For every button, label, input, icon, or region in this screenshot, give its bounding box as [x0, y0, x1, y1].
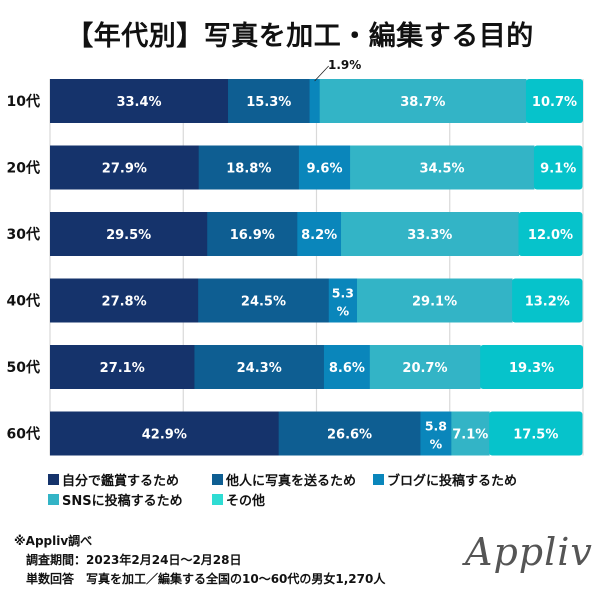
- bar-segment: [533, 145, 583, 190]
- bar-segment: [525, 79, 583, 123]
- data-label: 10.7%: [532, 95, 577, 110]
- data-label: 27.1%: [100, 361, 145, 376]
- bar-segment: [228, 79, 311, 123]
- legend-item: 自分で鑑賞するため: [48, 470, 179, 489]
- source-note: ※Appliv調べ: [14, 534, 93, 548]
- data-label: 5.8: [425, 419, 447, 434]
- stacked-bar-chart: 10代 33.4% 15.3% 38.7% 10.7% 20代 27.9% 18.8% 9.6%…: [7, 65, 584, 456]
- bar-segment: [309, 79, 321, 123]
- data-label: %: [337, 304, 350, 319]
- category-label: 30代: [7, 226, 40, 243]
- bar-segment: [323, 345, 371, 389]
- data-label: 20.7%: [402, 361, 447, 376]
- legend-swatch: [48, 474, 59, 485]
- appliv-logo: Appliv: [465, 530, 593, 574]
- data-label: 9.1%: [540, 162, 576, 177]
- bar-segment: [518, 212, 583, 256]
- data-label: %: [430, 437, 443, 452]
- bar-segment: [328, 278, 358, 323]
- bar-segment: [369, 345, 481, 389]
- bar-segment: [420, 411, 452, 456]
- data-label: 29.1%: [412, 295, 457, 310]
- legend-item: ブログに投稿するため: [373, 470, 517, 489]
- bar-segment: [350, 145, 535, 190]
- callout-label: 1.9%: [328, 58, 362, 72]
- data-label: 15.3%: [246, 95, 291, 110]
- legend-item: SNSに投稿するため: [48, 490, 183, 509]
- bar-segment: [278, 411, 421, 456]
- bar-segment: [357, 278, 513, 323]
- data-label: 24.3%: [237, 361, 282, 376]
- data-label: 17.5%: [513, 428, 558, 443]
- bar-segment: [50, 212, 208, 256]
- data-label: 8.2%: [301, 228, 337, 243]
- data-label: 7.1%: [452, 428, 488, 443]
- bar-segment: [50, 79, 229, 123]
- legend-label: 他人に写真を送るため: [226, 474, 357, 489]
- legend-swatch: [373, 474, 384, 485]
- bar-segment: [50, 278, 199, 323]
- sample-note: 単数回答 写真を加工／編集する全国の10～60代の男女1,270人: [26, 572, 386, 586]
- legend-label: ブログに投稿するため: [387, 474, 518, 489]
- legend-swatch: [48, 494, 59, 505]
- category-label: 50代: [7, 359, 40, 376]
- bar-segment: [489, 411, 583, 456]
- bar-segment: [480, 345, 583, 389]
- data-label: 8.6%: [329, 361, 365, 376]
- data-label: 9.6%: [306, 162, 342, 177]
- bar-segment: [50, 145, 200, 190]
- bar-segment: [198, 145, 300, 190]
- legend-swatch: [212, 494, 223, 505]
- legend-swatch: [212, 474, 223, 485]
- category-label: 10代: [7, 93, 40, 110]
- bar-segment: [298, 145, 351, 190]
- bar-segment: [198, 278, 330, 323]
- legend-label: 自分で鑑賞するため: [62, 474, 180, 489]
- bar-segment: [451, 411, 490, 456]
- data-label: 16.9%: [230, 228, 275, 243]
- legend-item: その他: [212, 490, 265, 509]
- survey-notes: ※Appliv調べ 調査期間：2023年2月24日～2月28日 単数回答 写真を…: [14, 532, 385, 589]
- legend-label: その他: [226, 494, 266, 509]
- data-label: 5.3: [332, 286, 354, 301]
- legend-label: SNSに投稿するため: [62, 494, 183, 509]
- legend-item: 他人に写真を送るため: [212, 470, 356, 489]
- data-label: 33.4%: [116, 95, 161, 110]
- bar-segment: [319, 79, 527, 123]
- data-label: 42.9%: [142, 428, 187, 443]
- bar-segment: [207, 212, 298, 256]
- bar-segment: [297, 212, 342, 256]
- bar-segment: [341, 212, 520, 256]
- data-label: 27.9%: [102, 162, 147, 177]
- data-label: 19.3%: [509, 361, 554, 376]
- data-label: 34.5%: [419, 162, 464, 177]
- data-label: 18.8%: [226, 162, 271, 177]
- data-label: 26.6%: [327, 428, 372, 443]
- data-label: 33.3%: [407, 228, 452, 243]
- category-label: 20代: [7, 160, 40, 177]
- category-label: 40代: [7, 293, 40, 310]
- bar-segment: [512, 278, 583, 323]
- data-label: 12.0%: [528, 228, 573, 243]
- data-label: 27.8%: [102, 295, 147, 310]
- data-label: 13.2%: [525, 295, 570, 310]
- callout-line: [314, 65, 329, 82]
- bar-segment: [50, 345, 195, 389]
- chart-title: 【年代別】写真を加工・編集する目的: [66, 21, 534, 52]
- period-note: 調査期間：2023年2月24日～2月28日: [26, 553, 242, 567]
- data-label: 24.5%: [241, 295, 286, 310]
- category-label: 60代: [7, 426, 40, 443]
- bar-segment: [194, 345, 325, 389]
- data-label: 29.5%: [106, 228, 151, 243]
- bar-segment: [50, 411, 280, 456]
- data-label: 38.7%: [400, 95, 445, 110]
